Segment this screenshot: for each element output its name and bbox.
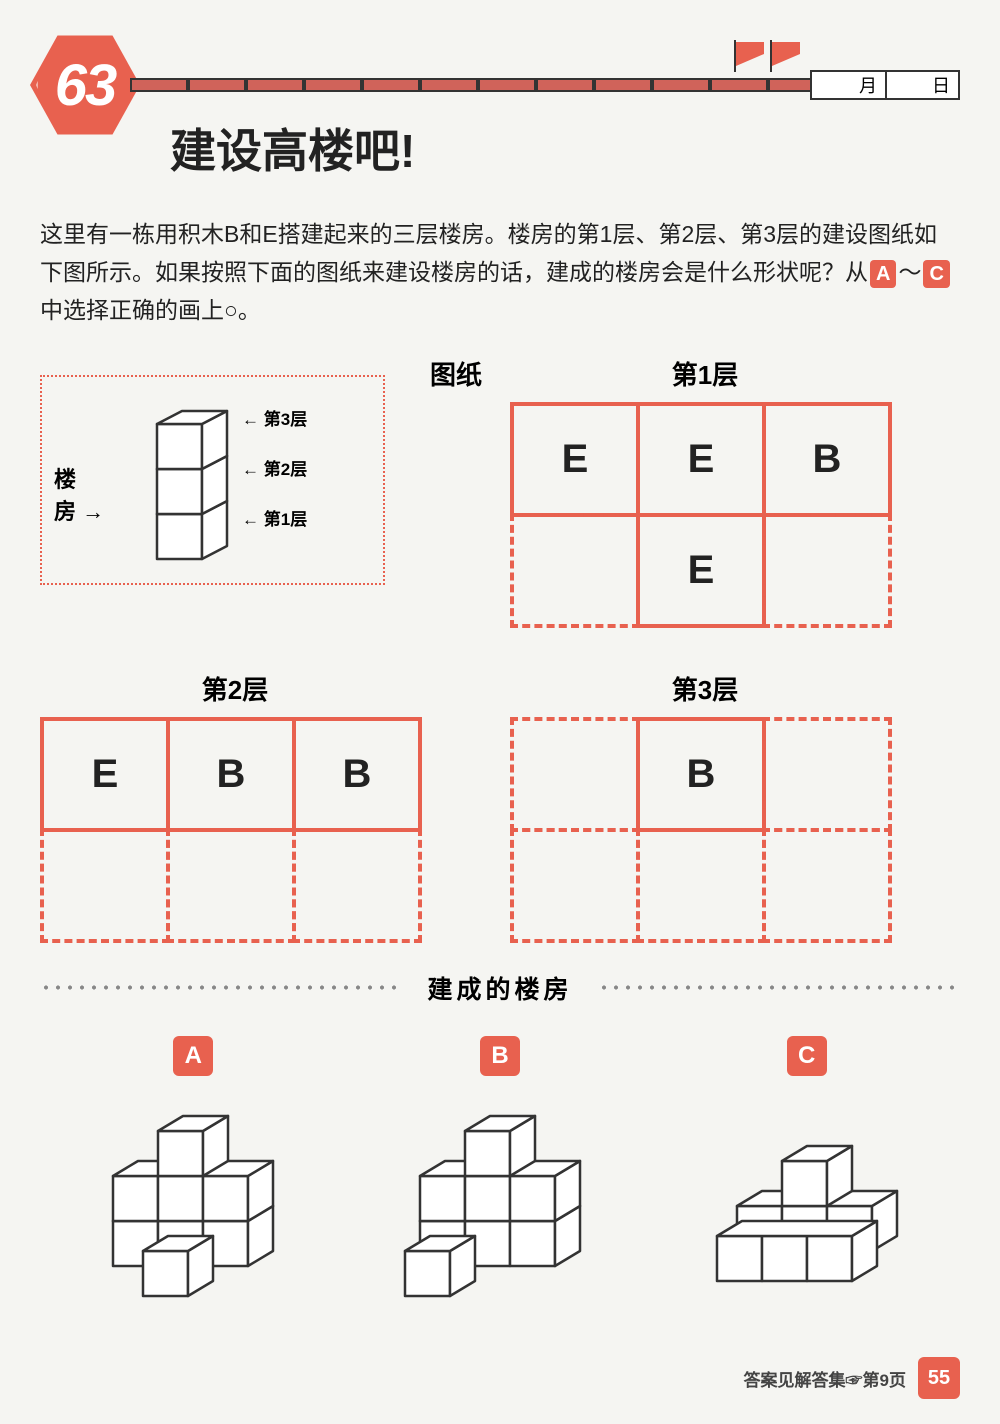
grid-cell (762, 717, 892, 832)
grid-cell: E (510, 402, 640, 517)
grid-cell: B (762, 402, 892, 517)
answer-section: 建成的楼房 A (40, 970, 960, 1311)
problem-text: 这里有一栋用积木B和E搭建起来的三层楼房。楼房的第1层、第2层、第3层的建设图纸… (40, 216, 960, 330)
grid-cell (292, 828, 422, 943)
option-c[interactable]: C (687, 1036, 927, 1311)
option-badge-c: C (787, 1036, 827, 1076)
option-a[interactable]: A (73, 1036, 313, 1311)
footer: 答案见解答集☞第9页 55 (744, 1357, 960, 1399)
layer3-label: ← 第3层 (242, 405, 307, 430)
building-b-icon (380, 1111, 620, 1311)
floor2-grid: 第2层 EBB (40, 670, 430, 947)
floor2-label: 第2层 (40, 670, 430, 707)
arrow-icon: → (82, 499, 104, 525)
grid-cell (762, 513, 892, 628)
grid-cell (40, 828, 170, 943)
grid-cell (166, 828, 296, 943)
grid-cell (636, 828, 766, 943)
grid-cell (510, 828, 640, 943)
options-row: A (40, 1036, 960, 1311)
grid-cell: B (636, 717, 766, 832)
page-title: 建设高楼吧! (170, 115, 960, 181)
page-number-badge: 63 (30, 30, 140, 140)
cube-tower-icon (147, 399, 252, 564)
grid-cell (510, 513, 640, 628)
problem-part2: 中选择正确的画上○。 (40, 297, 261, 323)
building-a-icon (73, 1111, 313, 1311)
grid-cell (510, 717, 640, 832)
floor1-grid: 第1层 EEBE (510, 355, 900, 632)
answer-title: 建成的楼房 (403, 970, 598, 1006)
floor3-grid: 第3层 B (510, 670, 900, 947)
legend-label: 楼 房 → (54, 462, 104, 526)
option-badge-b: B (480, 1036, 520, 1076)
grid-cell: B (166, 717, 296, 832)
layer2-label: ← 第2层 (242, 455, 307, 480)
option-badge-a: A (173, 1036, 213, 1076)
building-word-1: 楼 (54, 467, 76, 492)
building-c-icon (687, 1111, 927, 1311)
grid-cell (762, 828, 892, 943)
grid-cell: E (636, 513, 766, 628)
badge-number: 63 (55, 52, 116, 119)
badge-a: A (870, 260, 896, 288)
floor1-label: 第1层 (510, 355, 900, 392)
header-bar: 月 日 (130, 60, 960, 100)
dots-left (40, 985, 403, 990)
tilde: ～ (898, 259, 921, 285)
grid-cell: B (292, 717, 422, 832)
grid-cell: E (40, 717, 170, 832)
problem-part1: 这里有一栋用积木B和E搭建起来的三层楼房。楼房的第1层、第2层、第3层的建设图纸… (40, 221, 937, 285)
day-box[interactable]: 日 (885, 70, 960, 100)
layer1-label: ← 第1层 (242, 505, 307, 530)
badge-c: C (923, 260, 949, 288)
flags (732, 42, 800, 71)
grid-cell: E (636, 402, 766, 517)
floor3-label: 第3层 (510, 670, 900, 707)
month-box[interactable]: 月 (810, 70, 885, 100)
flag-icon (736, 42, 764, 66)
blueprint-label: 图纸 (430, 355, 482, 392)
answer-divider: 建成的楼房 (40, 970, 960, 1006)
legend-box: 楼 房 → (40, 375, 385, 585)
option-b[interactable]: B (380, 1036, 620, 1311)
page-number: 55 (918, 1357, 960, 1399)
date-input[interactable]: 月 日 (810, 70, 960, 100)
footer-text: 答案见解答集☞第9页 (744, 1366, 906, 1391)
flag-icon (772, 42, 800, 66)
dots-right (598, 985, 961, 990)
building-word-2: 房 (54, 499, 76, 524)
